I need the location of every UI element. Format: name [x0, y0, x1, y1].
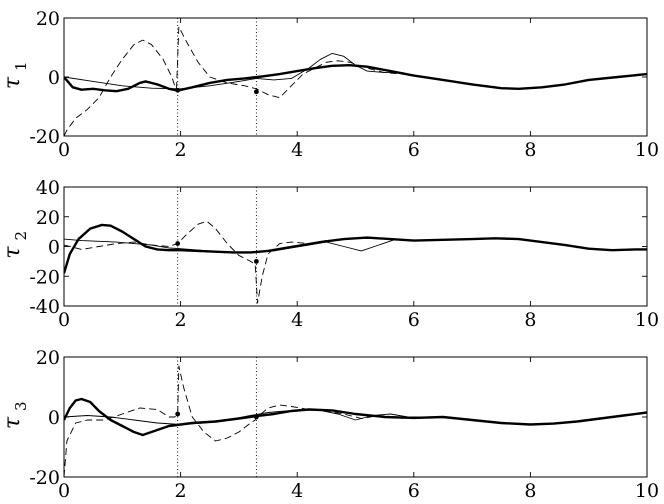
plot-frame [63, 356, 648, 478]
y-axis-label-symbol: τ [0, 416, 25, 429]
x-tick-label: 0 [58, 480, 70, 502]
y-tick-label: -20 [29, 126, 60, 148]
x-tick-label: 0 [58, 139, 70, 161]
x-tick-label: 8 [524, 480, 536, 502]
y-tick-label: 0 [48, 407, 60, 429]
series-line-thin [64, 237, 647, 253]
x-tick-label: 8 [524, 139, 536, 161]
x-tick-label: 6 [408, 309, 420, 331]
x-tick-label: 10 [635, 480, 659, 502]
y-tick-label: -20 [29, 266, 60, 288]
y-axis-label: τ1 [0, 61, 30, 89]
series-line-thin [64, 409, 647, 425]
x-tick-label: 6 [408, 139, 420, 161]
switch-point-marker-2 [253, 414, 259, 420]
x-tick-label: 10 [635, 139, 659, 161]
x-tick-label: 2 [175, 480, 187, 502]
switch-point-marker-1 [175, 241, 181, 246]
series-line-dashed [64, 365, 647, 477]
series-line-thick [64, 397, 647, 437]
x-tick-label: 2 [175, 139, 187, 161]
x-tick-label: 4 [291, 309, 303, 331]
x-tick-label: 10 [635, 309, 659, 331]
x-tick-label: 2 [175, 309, 187, 331]
y-tick-label: -40 [29, 296, 60, 318]
y-tick-label: 0 [48, 237, 60, 259]
y-tick-label: -20 [29, 467, 60, 489]
y-axis-label-subscript: 1 [12, 61, 30, 71]
x-tick-label: 0 [58, 309, 70, 331]
x-tick-label: 6 [408, 480, 420, 502]
x-tick-label: 4 [291, 480, 303, 502]
y-tick-label: 20 [36, 347, 60, 369]
y-axis-label: τ2 [0, 231, 30, 259]
y-axis-label-subscript: 2 [12, 231, 30, 241]
x-tick-label: 8 [524, 309, 536, 331]
plot-frame [63, 17, 648, 137]
series-line-dashed [64, 220, 647, 304]
y-tick-label: 40 [36, 177, 60, 199]
switch-point-marker-2 [253, 258, 259, 264]
y-tick-label: 0 [48, 67, 60, 89]
plot-frame [63, 186, 648, 307]
y-tick-label: 20 [36, 8, 60, 30]
switch-point-marker-1 [175, 411, 181, 417]
y-axis-label-symbol: τ [0, 246, 25, 259]
switch-point-marker-1 [175, 87, 181, 93]
x-tick-label: 4 [291, 139, 303, 161]
y-axis-label-symbol: τ [0, 76, 25, 89]
y-tick-label: 20 [36, 207, 60, 229]
y-axis-label-subscript: 3 [12, 401, 30, 411]
series-line-dashed [64, 26, 647, 136]
y-axis-label: τ3 [0, 401, 30, 429]
series-line-thin [64, 52, 647, 90]
switch-point-marker-2 [253, 89, 259, 95]
series-line-thick [64, 63, 647, 93]
